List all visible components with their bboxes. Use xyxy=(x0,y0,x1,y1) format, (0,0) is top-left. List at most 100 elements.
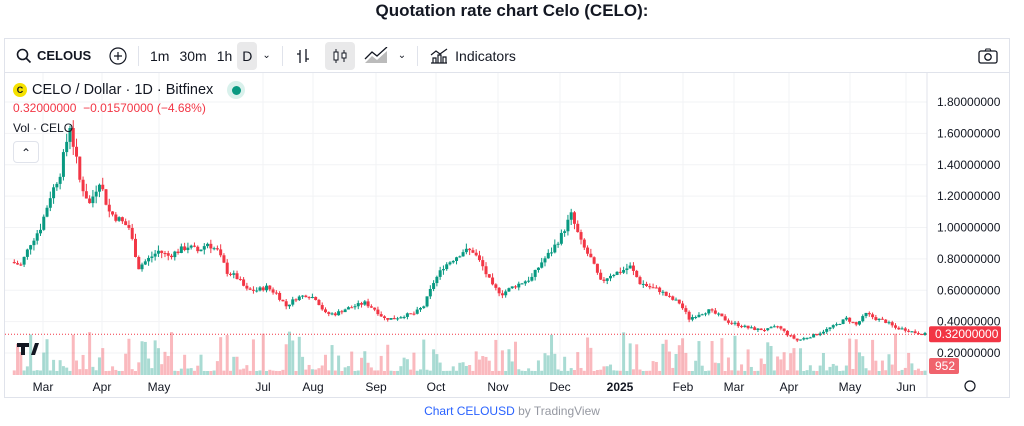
volume-bar xyxy=(261,333,265,375)
candle-body xyxy=(225,262,229,274)
candle-body xyxy=(412,313,416,315)
candle-body xyxy=(415,309,419,314)
volume-bar xyxy=(510,361,514,375)
x-tick-label: May xyxy=(148,380,171,394)
volume-bar xyxy=(795,370,799,375)
candle-body xyxy=(432,283,436,289)
candle-body xyxy=(894,325,898,328)
volume-bar xyxy=(572,370,576,375)
candles-style-button[interactable] xyxy=(324,41,355,70)
candle-body xyxy=(323,309,327,313)
volume-bar xyxy=(183,354,187,375)
candle-body xyxy=(818,333,822,336)
candle-body xyxy=(88,198,92,204)
candle-body xyxy=(107,204,111,212)
volume-bar xyxy=(317,368,321,375)
candle-body xyxy=(609,275,613,279)
candle-body xyxy=(297,296,301,301)
candle-body xyxy=(707,309,711,314)
candle-body xyxy=(422,306,426,308)
volume-bar xyxy=(766,342,770,375)
volume-bar xyxy=(425,369,429,375)
candle-body xyxy=(667,295,671,297)
symbol-search[interactable]: CELOUSD xyxy=(11,42,96,70)
volume-bar xyxy=(690,370,694,375)
price-chart[interactable]: Mar Apr May Jul Aug Sep Oct Nov Dec 2025 Feb Mar Apr… xyxy=(5,73,1009,397)
volume-bar xyxy=(726,357,730,375)
area-style-button[interactable] xyxy=(359,42,393,70)
volume-bar xyxy=(772,370,776,375)
candle-body xyxy=(52,187,56,199)
volume-bar xyxy=(333,370,337,375)
candle-body xyxy=(156,250,160,254)
x-tick-label: Sep xyxy=(365,380,387,394)
volume-bar xyxy=(802,370,806,375)
volume-bar xyxy=(186,368,190,375)
volume-bar xyxy=(265,370,269,375)
x-tick-label: Oct xyxy=(427,380,446,394)
candle-body xyxy=(29,245,33,250)
candle-body xyxy=(314,296,318,300)
volume-bar xyxy=(907,352,911,375)
candle-body xyxy=(84,191,88,199)
candle-body xyxy=(730,322,734,324)
candle-body xyxy=(382,316,386,319)
candle-body xyxy=(94,191,98,197)
chart-link[interactable]: Chart CELOUSD xyxy=(424,404,515,418)
compare-button[interactable] xyxy=(104,42,132,70)
volume-bar xyxy=(890,364,894,375)
x-tick-label: Nov xyxy=(487,380,508,394)
volume-bar xyxy=(133,370,137,375)
volume-bar xyxy=(353,370,357,375)
candle-body xyxy=(363,301,367,305)
volume-bar xyxy=(386,344,390,375)
volume-bar xyxy=(225,335,229,375)
volume-bar xyxy=(759,358,763,375)
candle-body xyxy=(710,309,714,311)
volume-bar xyxy=(756,370,760,375)
volume-bar xyxy=(835,365,839,375)
candle-body xyxy=(484,266,488,275)
volume-bar xyxy=(553,353,557,375)
interval-1m[interactable]: 1m xyxy=(150,47,170,64)
volume-bar xyxy=(91,366,95,375)
candle-body xyxy=(320,305,324,310)
interval-30m[interactable]: 30m xyxy=(179,47,207,64)
volume-bar xyxy=(438,362,442,375)
candle-body xyxy=(504,291,508,296)
candle-body xyxy=(487,274,491,278)
screenshot-button[interactable] xyxy=(973,42,1003,70)
volume-bar xyxy=(320,365,324,375)
candle-body xyxy=(350,307,354,309)
bars-style-button[interactable] xyxy=(289,42,317,70)
volume-bar xyxy=(120,370,124,375)
volume-bar xyxy=(484,356,488,375)
interval-dropdown[interactable]: ⌄ xyxy=(257,42,275,70)
candle-body xyxy=(507,288,511,292)
volume-bar xyxy=(641,370,645,375)
volume-bar xyxy=(117,371,121,375)
volume-bar xyxy=(861,356,865,375)
candle-body xyxy=(179,246,183,253)
candle-body xyxy=(815,334,819,336)
volume-bar xyxy=(140,341,144,375)
volume-bar xyxy=(543,353,547,375)
candle-body xyxy=(215,248,219,250)
candle-body xyxy=(448,262,452,265)
candle-body xyxy=(916,333,920,335)
candle-body xyxy=(923,332,927,335)
chart-type-dropdown[interactable]: ⌄ xyxy=(393,42,411,70)
candle-body xyxy=(42,216,46,230)
market-status-icon[interactable] xyxy=(227,81,246,99)
collapse-legend-button[interactable]: ⌃ xyxy=(13,141,39,163)
interval-d[interactable]: D xyxy=(237,41,258,70)
volume-bar xyxy=(130,369,134,375)
interval-1h[interactable]: 1h xyxy=(216,47,233,64)
candle-body xyxy=(572,212,576,224)
candle-body xyxy=(825,328,829,332)
candle-body xyxy=(399,317,403,319)
candle-body xyxy=(19,264,23,266)
indicators-button[interactable]: Indicators xyxy=(424,42,521,70)
candle-body xyxy=(792,335,796,339)
volume-bar xyxy=(238,369,242,375)
